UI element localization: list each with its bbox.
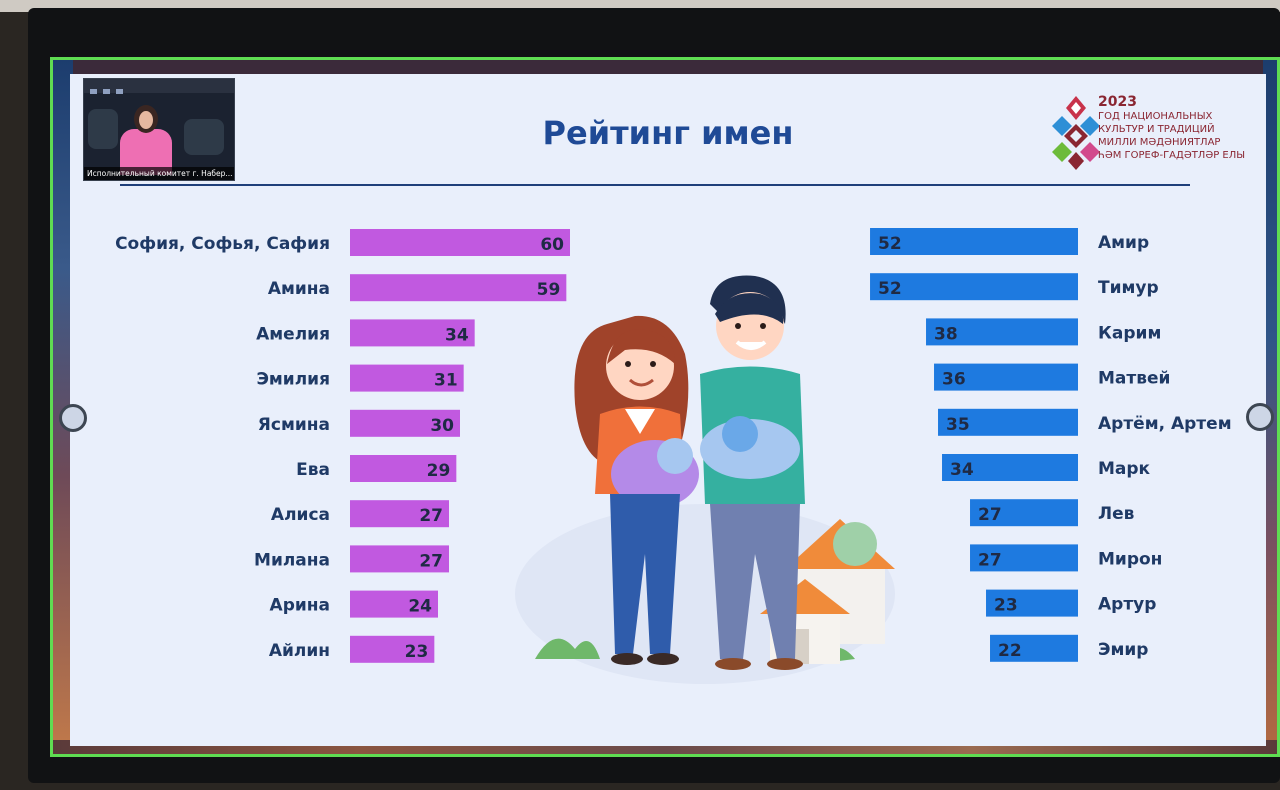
logo-line: ҺӘМ ГОРЕФ-ГАДӘТЛӘР ЕЛЫ [1098, 150, 1246, 161]
girl-name-label: Эмилия [256, 370, 330, 390]
logo-year: 2023 [1098, 94, 1137, 110]
boy-name-bar [970, 544, 1078, 572]
logo-line: ГОД НАЦИОНАЛЬНЫХ [1098, 111, 1213, 122]
video-conference-thumbnail[interactable]: Исполнительный комитет г. Набер... [83, 78, 235, 181]
video-caption: Исполнительный комитет г. Набер... [84, 167, 234, 180]
logo-line: МИЛЛИ МӘДӘНИЯТЛАР [1098, 137, 1221, 148]
boy-name-label: Амир [1098, 233, 1149, 253]
girl-name-bar [350, 635, 435, 663]
girl-name-label: Амелия [256, 324, 330, 344]
speaker-face [139, 111, 153, 129]
girl-name-label: Ясмина [258, 415, 330, 435]
boy-name-label: Лев [1098, 504, 1135, 524]
girl-count-label: 59 [537, 280, 561, 300]
boy-count-label: 27 [978, 505, 1002, 525]
boy-name-label: Артур [1098, 595, 1156, 615]
boy-name-bar [870, 228, 1078, 255]
girl-name-bar [350, 229, 570, 256]
boy-count-label: 22 [998, 641, 1022, 661]
girl-name-bar [350, 274, 567, 302]
names-rating-chart: София, Софья, Сафия 60 Амина 59 Амелия 34 Эмил… [115, 228, 1232, 663]
girl-count-label: 34 [445, 325, 469, 345]
chair-shape [184, 119, 224, 155]
video-toolbar [84, 79, 234, 94]
chair-shape [88, 109, 118, 149]
slide: Исполнительный комитет г. Набер... Рейти… [70, 74, 1266, 746]
boy-name-bar [870, 273, 1078, 301]
boy-name-bar [942, 454, 1078, 481]
girl-count-label: 31 [434, 371, 458, 391]
boy-name-label: Тимур [1098, 278, 1159, 298]
title-divider [120, 184, 1190, 186]
girl-count-label: 29 [427, 461, 451, 481]
boy-name-label: Эмир [1098, 640, 1148, 660]
boy-name-label: Матвей [1098, 369, 1170, 389]
slide-title: Рейтинг имен [542, 114, 794, 152]
boy-name-bar [934, 363, 1078, 391]
logo-line: КУЛЬТУР И ТРАДИЦИЙ [1098, 124, 1215, 135]
girl-count-label: 23 [405, 642, 429, 662]
boy-count-label: 52 [878, 234, 902, 254]
boy-count-label: 35 [946, 415, 970, 435]
girl-name-label: Алиса [271, 505, 330, 525]
boy-count-label: 27 [978, 550, 1002, 570]
next-slide-button[interactable] [1246, 403, 1274, 431]
family-illustration [515, 275, 895, 684]
boy-name-bar [990, 634, 1078, 662]
girl-name-bar [350, 364, 464, 392]
girl-name-label: Амина [268, 279, 330, 299]
girl-name-bar [350, 500, 449, 528]
girl-count-label: 60 [540, 235, 564, 255]
girl-count-label: 27 [419, 506, 443, 526]
presentation-screen: Исполнительный комитет г. Набер... Рейти… [50, 57, 1280, 757]
girl-name-bar [350, 545, 449, 573]
boy-count-label: 23 [994, 596, 1018, 616]
girl-name-label: София, Софья, Сафия [115, 234, 330, 254]
girl-name-bar [350, 455, 457, 482]
boy-count-label: 34 [950, 460, 974, 480]
boy-name-bar [970, 499, 1078, 527]
boy-count-label: 38 [934, 324, 958, 344]
boy-name-bar [938, 408, 1078, 436]
girl-count-label: 24 [408, 597, 432, 617]
ornament-logo-icon [1052, 96, 1100, 170]
girl-name-bar [350, 409, 460, 437]
girl-name-label: Арина [270, 596, 330, 616]
girl-name-label: Айлин [269, 641, 330, 661]
boy-count-label: 52 [878, 279, 902, 299]
girl-count-label: 30 [430, 416, 454, 436]
boy-name-bar [926, 318, 1078, 346]
boy-name-label: Мирон [1098, 549, 1162, 569]
girl-name-bar [350, 319, 475, 347]
boy-name-label: Марк [1098, 459, 1151, 479]
girl-count-label: 27 [419, 551, 443, 571]
girl-name-bar [350, 590, 438, 618]
boy-name-label: Артём, Артем [1098, 414, 1232, 434]
girl-name-label: Милана [254, 550, 330, 570]
year-logo: 2023 ГОД НАЦИОНАЛЬНЫХ КУЛЬТУР И ТРАДИЦИЙ… [1050, 90, 1260, 176]
boy-name-bar [986, 589, 1078, 617]
boy-count-label: 36 [942, 370, 966, 390]
boy-name-label: Карим [1098, 323, 1161, 343]
girl-name-label: Ева [296, 460, 330, 480]
prev-slide-button[interactable] [59, 404, 87, 432]
